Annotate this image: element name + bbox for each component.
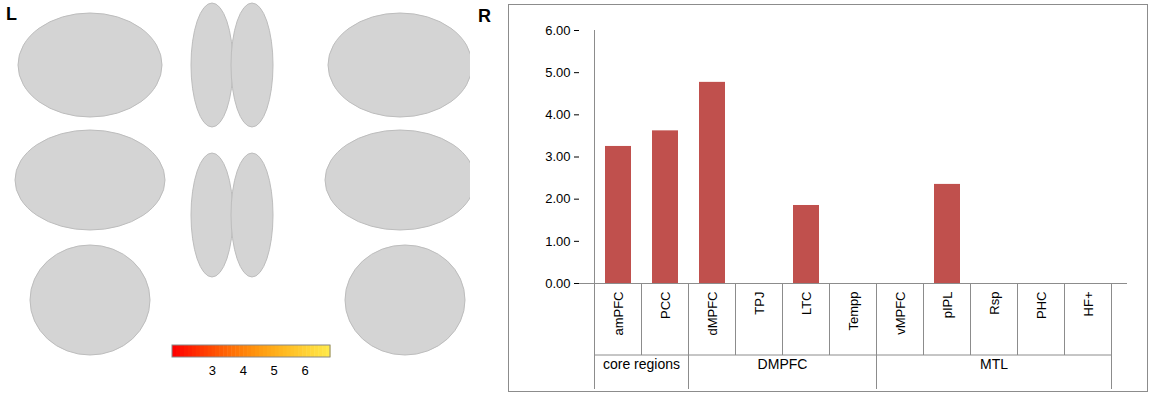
svg-text:5.00: 5.00	[545, 65, 570, 80]
svg-text:L: L	[6, 4, 17, 24]
svg-text:vMPFC: vMPFC	[893, 292, 908, 335]
svg-text:3: 3	[209, 363, 216, 378]
svg-text:3.00: 3.00	[545, 149, 570, 164]
svg-text:core regions: core regions	[603, 356, 680, 372]
svg-text:TPJ: TPJ	[752, 292, 767, 315]
svg-text:Tempp: Tempp	[846, 292, 861, 331]
svg-text:PHC: PHC	[1034, 292, 1049, 319]
svg-text:PCC: PCC	[658, 292, 673, 319]
svg-text:5: 5	[271, 363, 278, 378]
svg-text:4: 4	[240, 363, 247, 378]
svg-text:6.00: 6.00	[545, 23, 570, 38]
svg-text:pIPL: pIPL	[940, 292, 955, 319]
html-text:R: R	[478, 6, 491, 26]
svg-text:MTL: MTL	[980, 356, 1008, 372]
svg-text:DMPFC: DMPFC	[758, 356, 808, 372]
svg-text:Rsp: Rsp	[987, 292, 1002, 315]
svg-text:4.00: 4.00	[545, 107, 570, 122]
svg-text:dMPFC: dMPFC	[705, 292, 720, 336]
svg-text:HF+: HF+	[1081, 292, 1096, 317]
svg-text:2.00: 2.00	[545, 191, 570, 206]
svg-text:6: 6	[302, 363, 309, 378]
svg-text:1.00: 1.00	[545, 233, 570, 248]
svg-text:amPFC: amPFC	[611, 292, 626, 336]
svg-text:0.00: 0.00	[545, 276, 570, 291]
svg-text:LTC: LTC	[799, 292, 814, 316]
